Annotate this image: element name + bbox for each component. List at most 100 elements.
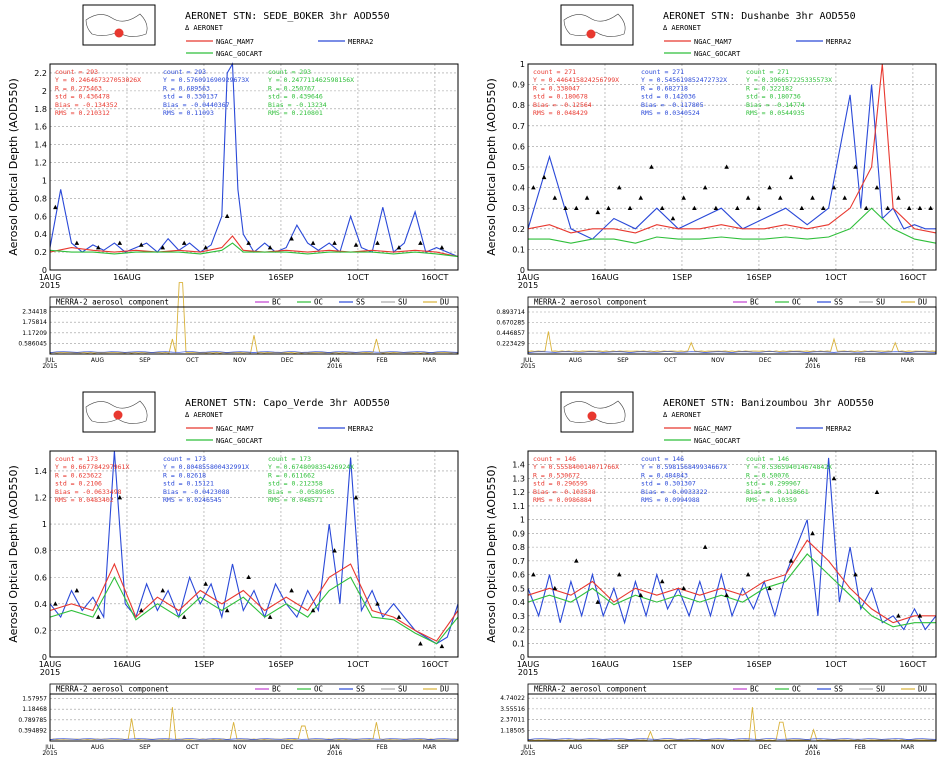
stat-merra2: std = 0.142036 [641, 93, 696, 101]
y-tick-label: 1.2 [512, 488, 525, 497]
stat-gocart: count = 293 [268, 68, 311, 76]
x-tick-label: 1AUG [517, 273, 540, 282]
aeronet-point [439, 643, 445, 649]
series-line-ngac_gocart [49, 242, 459, 258]
component-line-ss [49, 351, 459, 353]
x-tick-label: 16SEP [268, 660, 293, 669]
component-title: MERRA-2 aerosol component [534, 685, 647, 694]
component-x-year: 2015 [520, 363, 535, 370]
component-legend-su: SU [398, 685, 407, 694]
legend-mam7: NGAC_MAM7 [216, 38, 254, 46]
y-tick-label: 1.2 [34, 494, 47, 503]
stat-gocart: Bias = -0.0589505 [268, 488, 335, 496]
station-marker [114, 28, 124, 38]
stat-gocart: count = 146 [746, 455, 789, 463]
main-frame [527, 450, 937, 658]
component-title: MERRA-2 aerosol component [56, 298, 169, 307]
component-legend-ss: SS [834, 298, 844, 307]
component-line-du [49, 282, 459, 354]
aeronet-point [289, 236, 294, 241]
component-x-tick: JUL [44, 744, 55, 751]
legend-aeronet: Δ AERONET [663, 24, 702, 32]
component-x-tick: MAR [423, 357, 436, 364]
aeronet-point [138, 607, 144, 613]
component-line-ss [49, 738, 459, 740]
series-line-ngac_mam7 [49, 235, 459, 258]
component-frame [527, 693, 937, 742]
aeronet-point [574, 558, 579, 563]
aeronet-point [702, 185, 708, 190]
aeronet-point [74, 240, 80, 245]
stat-gocart: R = 0.250767 [268, 84, 315, 92]
component-x-tick: NOV [233, 744, 247, 751]
component-x-tick: DEC [281, 744, 294, 751]
aeronet-point [606, 205, 611, 210]
series-line-ngac_gocart [49, 576, 459, 645]
component-plot: MERRA-2 aerosol component BC OC SS SU DU 0.893… [496, 296, 937, 370]
component-legend-bc: BC [272, 685, 281, 694]
stat-mam7: count = 271 [533, 68, 576, 76]
aeronet-point [267, 245, 273, 250]
aeronet-point [375, 240, 380, 245]
chart-title: AERONET STN: Capo_Verde 3hr AOD550 [185, 398, 390, 409]
component-x-tick: NOV [233, 357, 247, 364]
component-line-du [527, 707, 937, 742]
component-frame [49, 306, 459, 355]
component-x-tick: DEC [759, 357, 772, 364]
stat-merra2: RMS = 0.0994988 [641, 496, 700, 504]
aeronet-point [820, 205, 826, 210]
component-plot: MERRA-2 aerosol component BC OC SS SU DU 4.740… [500, 683, 937, 757]
aeronet-point [74, 588, 80, 593]
aeronet-point [224, 213, 230, 219]
aeronet-point [863, 205, 869, 210]
component-x-tick: AUG [569, 744, 582, 751]
aeronet-point [896, 613, 901, 618]
component-legend-du: DU [440, 298, 449, 307]
component-x-tick: NOV [711, 357, 725, 364]
y-tick-label: 0.7 [512, 557, 525, 566]
y-tick-label: 0.8 [512, 101, 525, 110]
component-x-tick: JUL [522, 744, 533, 751]
component-x-tick: NOV [711, 744, 725, 751]
y-tick-label: 0.4 [34, 230, 47, 239]
map-inset [560, 4, 634, 46]
aeronet-point [670, 216, 676, 221]
aeronet-point [745, 572, 751, 577]
aeronet-point [702, 544, 708, 549]
component-x-tick: DEC [281, 357, 294, 364]
x-tick-label: 16OCT [899, 273, 926, 282]
y-tick-label: 1.1 [512, 502, 525, 511]
aeronet-point [896, 195, 901, 200]
component-y-tick: 0.223429 [496, 340, 525, 347]
y-tick-label: 0.2 [34, 626, 47, 635]
y-tick-label: 0.1 [512, 245, 525, 254]
stat-mam7: Bias = -0.134352 [55, 101, 118, 109]
aeronet-point [627, 205, 633, 210]
component-title: MERRA-2 aerosol component [534, 298, 647, 307]
aeronet-point [681, 585, 686, 591]
map-inset [82, 4, 156, 46]
stat-merra2: Bias = -0.0423088 [163, 488, 230, 496]
component-line-ss [527, 351, 937, 353]
aeronet-point [418, 240, 423, 245]
component-legend-su: SU [398, 298, 407, 307]
legend-merra2: MERRA2 [826, 38, 851, 46]
aeronet-point [375, 601, 380, 606]
y-tick-label: 0.5 [512, 584, 525, 593]
map-frame [560, 391, 634, 433]
series-line-merra2 [527, 457, 937, 631]
x-tick-label: 1AUG [39, 273, 62, 282]
stat-gocart: R = 0.50076 [746, 471, 789, 479]
aeronet-point [353, 495, 359, 500]
component-legend-du: DU [440, 685, 449, 694]
stat-merra2: count = 271 [641, 68, 684, 76]
station-marker [586, 29, 596, 39]
map-frame [82, 4, 156, 46]
x-tick-year: 2015 [40, 281, 60, 290]
stat-merra2: count = 293 [163, 68, 206, 76]
aeronet-point [531, 572, 536, 577]
component-y-tick: 2.34418 [22, 309, 47, 316]
component-x-tick: AUG [91, 357, 104, 364]
aeronet-point [160, 588, 166, 593]
component-legend-oc: OC [792, 298, 801, 307]
